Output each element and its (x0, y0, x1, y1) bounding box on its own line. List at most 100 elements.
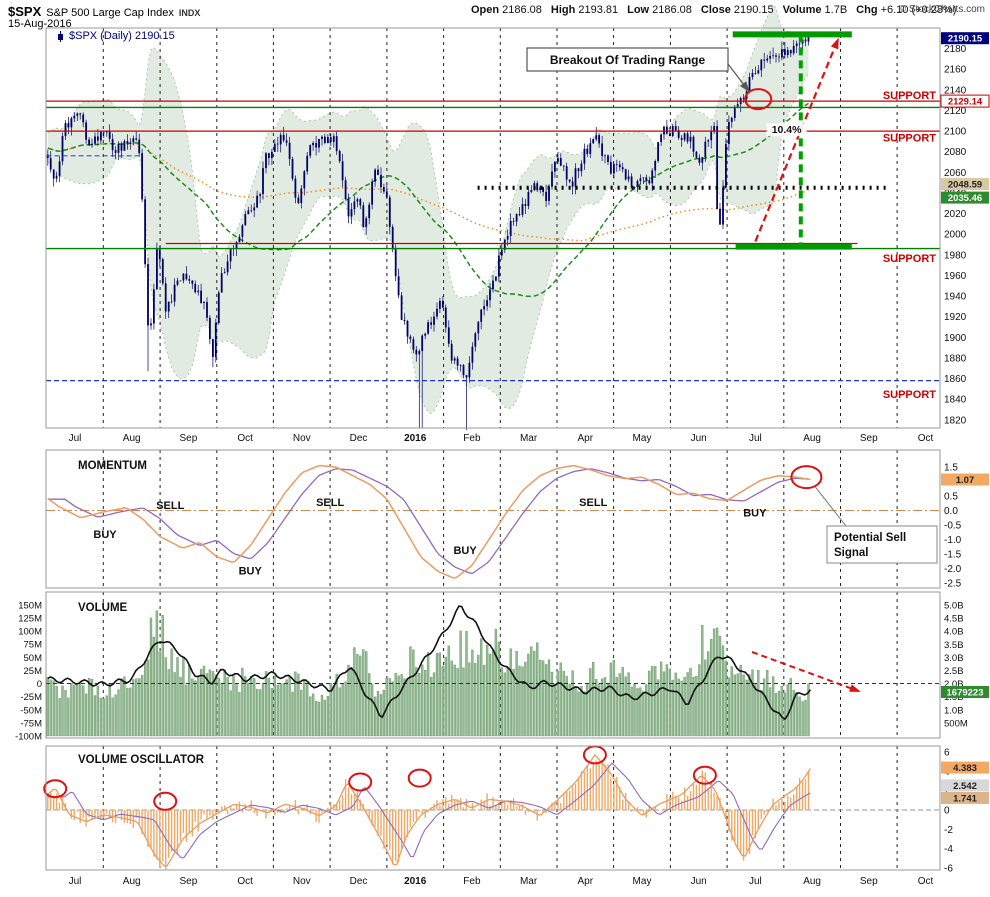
svg-text:Aug: Aug (803, 433, 821, 444)
svg-text:125M: 125M (18, 613, 42, 624)
svg-text:1900: 1900 (944, 333, 967, 344)
svg-text:2129.14: 2129.14 (948, 97, 983, 108)
svg-text:3.0B: 3.0B (944, 653, 964, 664)
svg-text:Mar: Mar (520, 433, 538, 444)
ohlc-value: 2186.08 (652, 4, 692, 16)
svg-text:Jul: Jul (69, 433, 82, 444)
svg-text:4.0B: 4.0B (944, 627, 964, 638)
svg-text:Apr: Apr (578, 876, 594, 887)
svg-text:25M: 25M (24, 666, 43, 677)
svg-text:1980: 1980 (944, 250, 967, 261)
svg-text:1820: 1820 (944, 415, 967, 426)
svg-text:1.741: 1.741 (953, 793, 977, 804)
svg-text:-4: -4 (944, 844, 953, 855)
svg-text:Aug: Aug (803, 876, 821, 887)
svg-text:BUY: BUY (743, 507, 767, 519)
price-annotations: SUPPORT SUPPORT SUPPORT SUPPORT 10.4% Breakou… (526, 37, 936, 401)
svg-text:2080: 2080 (944, 147, 967, 158)
svg-text:Sep: Sep (860, 876, 878, 887)
svg-text:-6: -6 (944, 864, 953, 875)
svg-text:2016: 2016 (404, 433, 427, 444)
svg-text:1679223: 1679223 (947, 688, 984, 699)
svg-text:0.5: 0.5 (944, 492, 958, 503)
svg-text:4.383: 4.383 (953, 763, 977, 774)
volume-oscillator-panel: VOLUME OSCILLATOR6420-2-4-64.3832.5421.7… (43, 745, 989, 875)
svg-text:SUPPORT: SUPPORT (883, 90, 936, 102)
svg-text:0.0: 0.0 (944, 506, 958, 517)
svg-text:SELL: SELL (156, 500, 184, 512)
svg-text:Sep: Sep (860, 433, 878, 444)
svg-text:Oct: Oct (918, 433, 934, 444)
price-axis: 2180216021402120210020802060204020202000… (940, 32, 990, 426)
svg-text:SUPPORT: SUPPORT (883, 132, 936, 144)
svg-text:-100M: -100M (15, 732, 42, 743)
svg-text:2100: 2100 (944, 127, 967, 138)
svg-text:2016: 2016 (404, 876, 427, 887)
svg-text:150M: 150M (18, 600, 42, 611)
svg-text:2190.15: 2190.15 (948, 34, 983, 45)
svg-text:5.0B: 5.0B (944, 601, 964, 612)
svg-text:MOMENTUM: MOMENTUM (78, 460, 147, 472)
svg-text:4.5B: 4.5B (944, 614, 964, 625)
svg-text:1840: 1840 (944, 395, 967, 406)
header: $SPX S&P 500 Large Cap Index INDX (8, 3, 200, 21)
svg-text:10.4%: 10.4% (772, 124, 802, 136)
svg-text:-75M: -75M (20, 718, 42, 729)
ohlc-value: 2193.81 (578, 4, 619, 16)
svg-text:1960: 1960 (944, 271, 967, 282)
svg-text:Dec: Dec (350, 876, 368, 887)
svg-text:SUPPORT: SUPPORT (883, 253, 936, 265)
svg-text:Mar: Mar (520, 876, 538, 887)
svg-text:Potential Sell: Potential Sell (834, 532, 906, 544)
svg-text:2048.59: 2048.59 (948, 180, 982, 191)
svg-text:2060: 2060 (944, 168, 967, 179)
ohlc-label: Volume (782, 4, 822, 16)
svg-text:Aug: Aug (123, 433, 141, 444)
ohlc-label: Close (700, 4, 731, 16)
svg-text:May: May (633, 876, 652, 887)
legend-label: $SPX (Daily) 2190.15 (69, 30, 175, 42)
svg-text:Dec: Dec (350, 433, 368, 444)
volume-panel: VOLUME 150M 125M 100M 75M 50M 25M 0 -25M -50M -75M… (15, 600, 989, 743)
svg-text:Aug: Aug (123, 876, 141, 887)
svg-text:2.5B: 2.5B (944, 666, 964, 677)
svg-text:BUY: BUY (93, 529, 117, 541)
svg-text:Nov: Nov (293, 433, 311, 444)
svg-text:2160: 2160 (944, 65, 967, 76)
svg-text:2180: 2180 (944, 44, 967, 55)
svg-text:2020: 2020 (944, 209, 967, 220)
svg-text:2140: 2140 (944, 85, 967, 96)
svg-text:50M: 50M (24, 653, 43, 664)
ohlc-value: 2190.15 (733, 4, 774, 16)
exchange-label: INDX (178, 8, 201, 18)
svg-text:1.0B: 1.0B (944, 705, 964, 716)
svg-text:Signal: Signal (834, 547, 869, 559)
copyright: © StockCharts.com (898, 4, 985, 15)
svg-text:1.5: 1.5 (944, 463, 958, 474)
x-axis-labels: Jul Jul Aug Aug Sep Sep Oct Oct Nov Nov Dec Dec 2016… (69, 433, 934, 887)
svg-text:Sep: Sep (180, 433, 198, 444)
svg-text:-50M: -50M (20, 705, 42, 716)
svg-text:Jun: Jun (691, 876, 707, 887)
svg-text:1880: 1880 (944, 353, 967, 364)
svg-text:VOLUME OSCILLATOR: VOLUME OSCILLATOR (78, 754, 205, 766)
svg-text:Oct: Oct (237, 876, 253, 887)
svg-text:SELL: SELL (316, 497, 344, 509)
svg-text:75M: 75M (24, 640, 43, 651)
svg-text:BUY: BUY (453, 545, 477, 557)
svg-text:SELL: SELL (579, 497, 607, 509)
svg-text:-1.5: -1.5 (944, 550, 962, 561)
svg-text:Nov: Nov (293, 876, 311, 887)
ohlc-readout: Open 2186.08 High 2193.81 Low 2186.08 Close 219… (462, 4, 956, 16)
svg-text:0: 0 (944, 806, 950, 817)
svg-text:Apr: Apr (578, 433, 594, 444)
svg-text:Oct: Oct (237, 433, 253, 444)
svg-text:2.542: 2.542 (953, 781, 977, 792)
svg-text:Oct: Oct (918, 876, 934, 887)
candlesticks (46, 32, 810, 431)
svg-text:-2.0: -2.0 (944, 564, 962, 575)
svg-text:2035.46: 2035.46 (948, 193, 982, 204)
svg-text:1920: 1920 (944, 312, 967, 323)
